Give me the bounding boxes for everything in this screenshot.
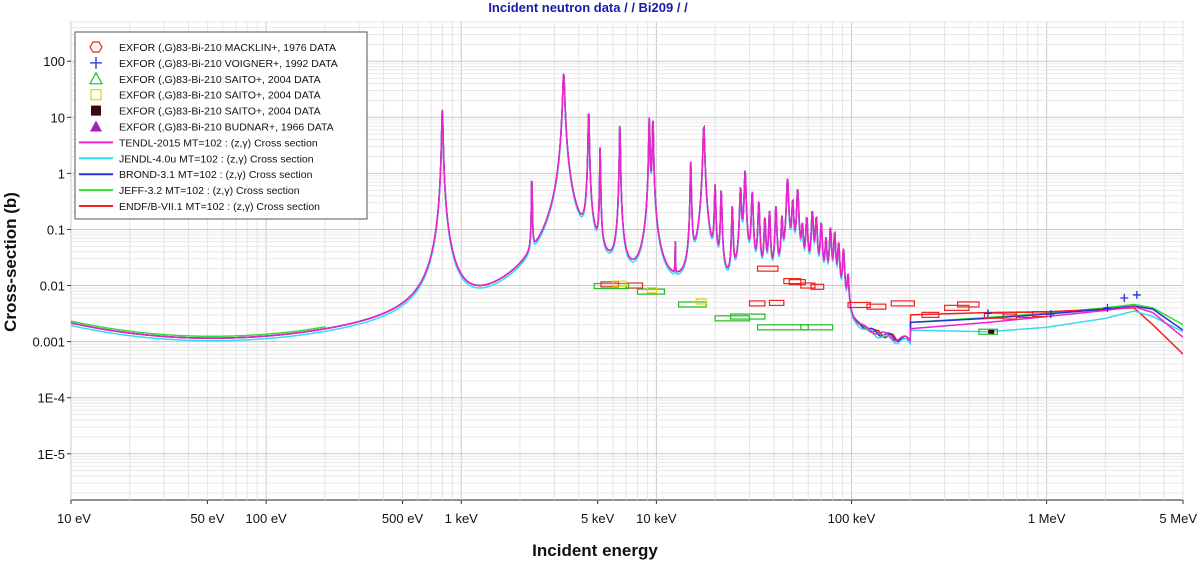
exfor-point [788,279,806,286]
exfor-point [646,287,657,294]
exfor-point [921,311,940,318]
exfor-point [612,280,627,287]
exfor-point [756,324,809,331]
plot-area [71,73,1183,355]
x-tick-label: 1 MeV [1028,511,1066,526]
legend-entry-label: EXFOR (,G)83-Bi-210 BUDNAR+, 1966 DATA [119,122,334,134]
y-tick-label: 100 [43,54,65,69]
legend-entry-label: EXFOR (,G)83-Bi-210 MACKLIN+, 1976 DATA [119,42,336,54]
exfor-point [756,265,779,272]
legend-marker-triangle-filled [90,120,102,132]
x-axis-ticks: 10 eV 50 eV 100 eV 500 eV 1 keV 5 keV 10 keV 10… [57,500,1197,526]
exfor-points-layer [593,265,1141,335]
exfor-point [593,282,630,290]
legend-entry-label: EXFOR (,G)83-Bi-210 SAITO+, 2004 DATA [119,106,321,118]
x-tick-label: 5 keV [581,511,615,526]
legend-marker-hexagon [89,41,103,53]
exfor-point [983,309,992,318]
y-axis-ticks: 1E-5 1E-4 0.001 0.01 0.1 1 10 100 [32,54,71,462]
exfor-point [636,288,666,295]
chart-title: Incident neutron data / / Bi209 / / [488,0,688,15]
legend-entry-label: EXFOR (,G)83-Bi-210 SAITO+, 2004 DATA [119,90,321,102]
legend: EXFOR (,G)83-Bi-210 MACKLIN+, 1976 DATA E… [74,31,368,220]
exfor-point [729,313,766,320]
exfor-point [1132,290,1141,299]
y-tick-label: 0.1 [47,222,65,237]
y-tick-label: 1 [58,166,65,181]
exfor-point [890,300,915,307]
legend-box [74,31,368,220]
exfor-point [957,301,980,308]
exfor-point [978,328,999,335]
exfor-point [866,303,887,310]
legend-entry-label: JEFF-3.2 MT=102 : (z,γ) Cross section [119,185,300,197]
legend-entry-label: EXFOR (,G)83-Bi-210 SAITO+, 2004 DATA [119,74,321,86]
exfor-point [768,299,785,307]
exfor-point [1103,303,1112,312]
x-tick-label: 1 keV [445,511,479,526]
x-tick-label: 50 eV [190,511,224,526]
exfor-point [810,283,825,290]
legend-entry-label: EXFOR (,G)83-Bi-210 VOIGNER+, 1992 DATA [119,58,338,70]
exfor-point [748,300,766,307]
legend-entry-label: BROND-3.1 MT=102 : (z,γ) Cross section [119,169,313,181]
x-tick-label: 100 keV [828,511,876,526]
x-tick-label: 5 MeV [1159,511,1197,526]
y-tick-label: 0.001 [32,335,65,350]
exfor-point [1032,310,1048,318]
exfor-point [714,315,751,322]
x-axis-title: Incident energy [532,541,658,560]
exfor-point [783,277,802,285]
series-line-tendl-2015 [71,73,1183,343]
x-tick-label: 10 eV [57,511,91,526]
exfor-point [800,282,816,289]
legend-entry-label: ENDF/B-VII.1 MT=102 : (z,γ) Cross sectio… [119,201,320,213]
exfor-point [800,324,834,331]
legend-marker-plus [90,56,102,69]
y-tick-label: 0.01 [40,279,65,294]
legend-entry-label: JENDL-4.0u MT=102 : (z,γ) Cross section [119,153,314,165]
y-tick-label: 10 [51,110,65,125]
legend-marker-square [90,89,102,101]
exfor-point [695,298,707,305]
y-axis-title: Cross-section (b) [1,192,20,332]
legend-marker-triangle [88,71,104,85]
exfor-point [847,301,872,309]
legend-marker-square-filled [91,105,101,116]
x-tick-label: 10 keV [636,511,677,526]
exfor-point [1120,293,1129,302]
y-tick-label: 1E-4 [38,391,65,406]
legend-entry-label: TENDL-2015 MT=102 : (z,γ) Cross section [119,137,318,149]
exfor-point [1046,310,1055,319]
y-tick-label: 1E-5 [38,447,65,462]
x-tick-label: 100 eV [246,511,288,526]
exfor-point [600,281,620,288]
exfor-point [988,329,995,334]
x-tick-label: 500 eV [382,511,424,526]
exfor-point [943,304,970,311]
